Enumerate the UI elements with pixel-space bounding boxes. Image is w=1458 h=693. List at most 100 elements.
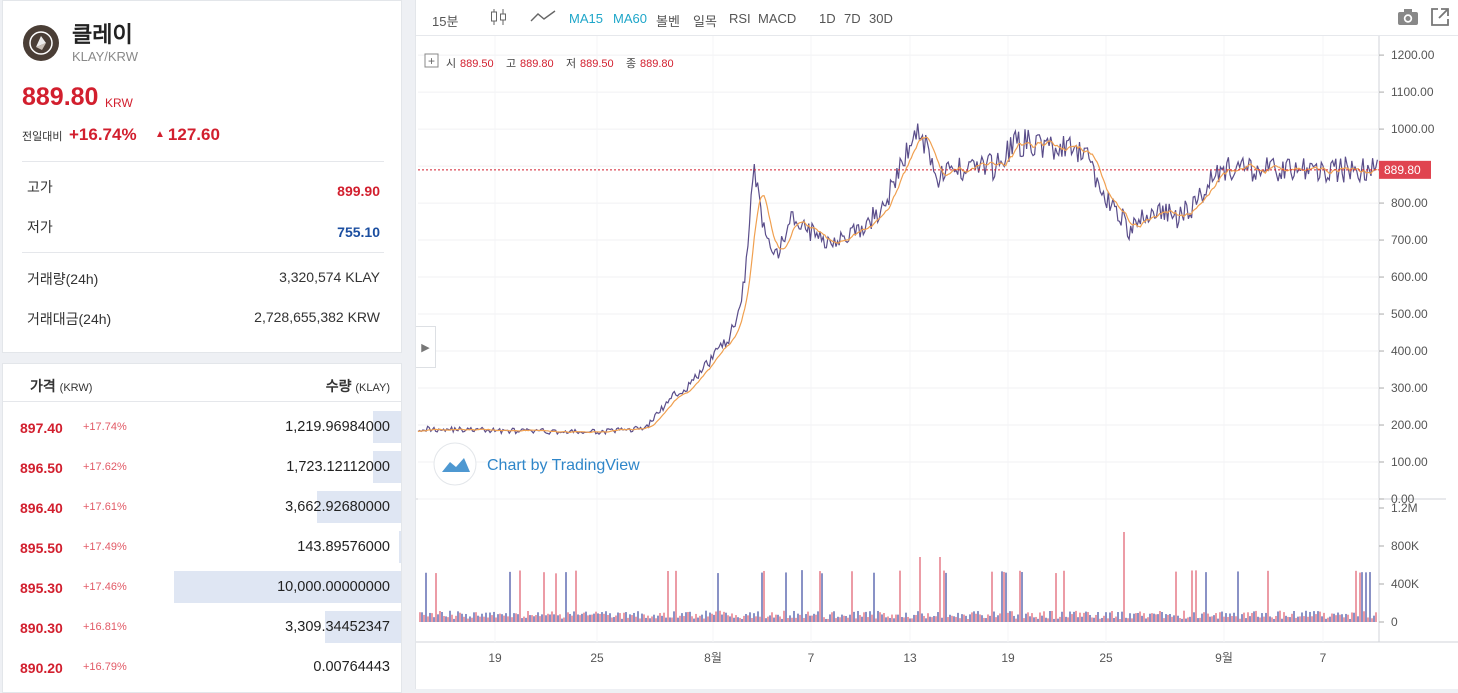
orderbook-row[interactable]: 895.50 +17.49% 143.89576000 bbox=[3, 528, 401, 568]
orderbook-change: +17.61% bbox=[83, 501, 127, 513]
orderbook-quantity: 3,662.92680000 bbox=[285, 499, 390, 515]
range-7d-button[interactable]: 7D bbox=[844, 11, 861, 26]
time-tick-label: 7 bbox=[808, 651, 815, 665]
range-1d-button[interactable]: 1D bbox=[819, 11, 836, 26]
time-tick-label: 9월 bbox=[1215, 651, 1233, 665]
legend-toggle-icon bbox=[424, 53, 439, 68]
orderbook-change: +17.49% bbox=[83, 541, 127, 553]
price-tick-label: 700.00 bbox=[1391, 233, 1428, 247]
stat-high: 고가 899.90 bbox=[22, 177, 384, 217]
stat-turnover: 거래대금(24h) 2,728,655,382 KRW bbox=[22, 309, 384, 349]
orderbook-quantity: 1,723.12112000 bbox=[286, 459, 390, 475]
orderbook-row[interactable]: 890.30 +16.81% 3,309.34452347 bbox=[3, 608, 401, 648]
stat-low: 저가 755.10 bbox=[22, 217, 384, 257]
volume-tick-label: 800K bbox=[1391, 539, 1419, 553]
depth-bar bbox=[317, 491, 401, 523]
change-percent: +16.74% bbox=[69, 125, 137, 144]
legend-value: 889.80 bbox=[640, 58, 674, 70]
coin-name: 클레이 bbox=[72, 22, 133, 47]
orderbook-quantity: 0.00764443 bbox=[313, 659, 390, 675]
ma15-button[interactable]: MA15 bbox=[569, 11, 603, 26]
chevron-right-icon: ▶ bbox=[421, 341, 430, 354]
rsi-button[interactable]: RSI bbox=[729, 11, 751, 26]
orderbook-row[interactable]: 895.30 +17.46% 10,000.00000000 bbox=[3, 568, 401, 608]
legend-value: 889.50 bbox=[460, 58, 494, 70]
legend-label: 시 bbox=[446, 58, 456, 70]
price-chart[interactable]: 1200.001100.001000.00900.00800.00700.006… bbox=[416, 36, 1458, 689]
ma-line bbox=[417, 136, 1378, 434]
orderbook-change: +16.79% bbox=[83, 661, 127, 673]
price-tick-label: 200.00 bbox=[1391, 418, 1428, 432]
price-tick-label: 800.00 bbox=[1391, 196, 1428, 210]
ma60-button[interactable]: MA60 bbox=[613, 11, 647, 26]
candlestick-icon[interactable] bbox=[489, 7, 509, 30]
chart-toolbar: 15분 MA15 MA60 볼벤 일목 RSI MACD 1D 7D 30D bbox=[416, 0, 1458, 36]
collapse-panel-button[interactable]: ▶ bbox=[416, 326, 436, 368]
klay-logo-icon bbox=[23, 25, 59, 61]
tradingview-cloud-icon bbox=[442, 458, 470, 472]
interval-button[interactable]: 15분 bbox=[432, 14, 459, 29]
chart-background bbox=[416, 36, 1458, 689]
price-tick-label: 100.00 bbox=[1391, 455, 1428, 469]
orderbook-quantity: 10,000.00000000 bbox=[277, 579, 390, 595]
time-tick-label: 19 bbox=[1001, 651, 1015, 665]
popout-icon[interactable] bbox=[1430, 7, 1450, 30]
stat-label: 고가 bbox=[27, 179, 53, 195]
orderbook-row[interactable]: 896.40 +17.61% 3,662.92680000 bbox=[3, 488, 401, 528]
depth-bar bbox=[325, 611, 401, 643]
price-unit: KRW bbox=[105, 96, 133, 110]
ichimoku-button[interactable]: 일목 bbox=[693, 14, 717, 29]
stat-label: 거래대금(24h) bbox=[27, 311, 112, 327]
camera-icon[interactable] bbox=[1397, 7, 1419, 30]
up-arrow-icon: ▲ bbox=[155, 129, 165, 140]
orderbook-price: 890.20 bbox=[20, 660, 63, 676]
price-tick-label: 400.00 bbox=[1391, 344, 1428, 358]
bollinger-button[interactable]: 볼벤 bbox=[656, 14, 680, 29]
price-header-unit: (KRW) bbox=[59, 382, 93, 394]
stat-value: 2,728,655,382 KRW bbox=[254, 309, 380, 325]
volume-tick-label: 400K bbox=[1391, 577, 1419, 591]
time-tick-label: 25 bbox=[590, 651, 604, 665]
qty-header-label: 수량 bbox=[325, 378, 352, 394]
price-tick-label: 1000.00 bbox=[1391, 122, 1435, 136]
volume-tick-label: 0 bbox=[1391, 615, 1398, 629]
stat-value: 755.10 bbox=[337, 224, 380, 240]
orderbook-quantity: 143.89576000 bbox=[297, 539, 390, 555]
legend-value: 889.80 bbox=[520, 58, 554, 70]
orderbook-price: 897.40 bbox=[20, 420, 63, 436]
current-price: 889.80 bbox=[22, 83, 99, 111]
orderbook-change: +17.74% bbox=[83, 421, 127, 433]
orderbook-header: 가격 (KRW) 수량 (KLAY) bbox=[3, 364, 401, 402]
legend-plus-icon: + bbox=[428, 54, 435, 68]
stat-value: 899.90 bbox=[337, 183, 380, 199]
orderbook-change: +17.62% bbox=[83, 461, 127, 473]
price-tick-label: 600.00 bbox=[1391, 270, 1428, 284]
left-panel: 클레이 KLAY/KRW 889.80 KRW 전일대비 +16.74% ▲ 12… bbox=[2, 0, 402, 693]
line-chart-icon[interactable] bbox=[530, 8, 556, 29]
orderbook-row[interactable]: 897.40 +17.74% 1,219.96984000 bbox=[3, 408, 401, 448]
coin-info-card: 클레이 KLAY/KRW 889.80 KRW 전일대비 +16.74% ▲ 12… bbox=[2, 0, 402, 353]
orderbook-row[interactable]: 896.50 +17.62% 1,723.12112000 bbox=[3, 448, 401, 488]
orderbook-price: 895.30 bbox=[20, 580, 63, 596]
price-header-label: 가격 bbox=[30, 378, 56, 394]
legend-label: 종 bbox=[626, 58, 636, 70]
legend-label: 저 bbox=[566, 57, 576, 70]
time-tick-label: 19 bbox=[488, 651, 502, 665]
coin-pair: KLAY/KRW bbox=[72, 49, 138, 64]
depth-bar bbox=[373, 411, 401, 443]
orderbook-row[interactable]: 890.20 +16.79% 0.00764443 bbox=[3, 648, 401, 688]
chart-panel: 15분 MA15 MA60 볼벤 일목 RSI MACD 1D 7D 30D 1… bbox=[415, 0, 1458, 689]
qty-header-unit: (KLAY) bbox=[355, 382, 390, 394]
depth-bar bbox=[399, 531, 401, 563]
price-tick-label: 300.00 bbox=[1391, 381, 1428, 395]
volume-tick-label: 1.2M bbox=[1391, 501, 1418, 515]
range-30d-button[interactable]: 30D bbox=[869, 11, 893, 26]
price-tick-label: 500.00 bbox=[1391, 307, 1428, 321]
orderbook-price: 896.40 bbox=[20, 500, 63, 516]
depth-bar bbox=[373, 451, 401, 483]
macd-button[interactable]: MACD bbox=[758, 11, 797, 26]
time-tick-label: 13 bbox=[903, 651, 917, 665]
qty-column-header: 수량 (KLAY) bbox=[326, 376, 390, 396]
legend-label: 고 bbox=[506, 58, 516, 70]
depth-bar bbox=[174, 571, 401, 603]
